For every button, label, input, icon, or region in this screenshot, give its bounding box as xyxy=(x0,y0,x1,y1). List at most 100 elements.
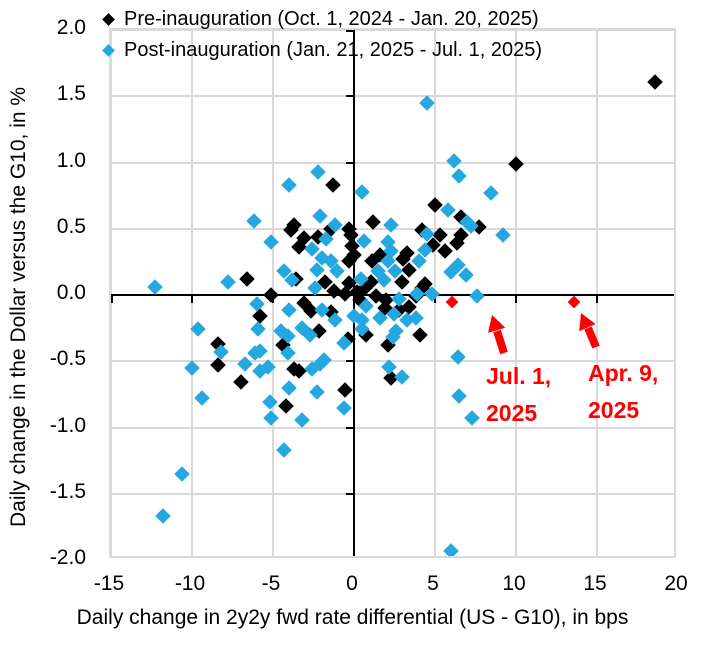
y-tick-label: 1.0 xyxy=(56,148,86,172)
data-point xyxy=(252,308,268,324)
highlighted-data-point xyxy=(445,295,459,308)
y-axis-tick xyxy=(346,556,353,558)
x-tick-label: 20 xyxy=(664,572,688,595)
x-axis-tick xyxy=(596,296,598,303)
legend-label: Pre-inauguration (Oct. 1, 2024 - Jan. 20… xyxy=(124,8,539,30)
y-axis-tick xyxy=(346,360,353,363)
x-tick-label: 10 xyxy=(502,572,526,595)
data-point xyxy=(281,177,297,193)
data-point xyxy=(146,279,163,295)
x-tick-label: -5 xyxy=(261,572,281,595)
data-point xyxy=(155,508,171,525)
data-point xyxy=(193,390,210,407)
data-point xyxy=(310,163,327,180)
horizontal-gridline xyxy=(111,492,674,495)
x-tick-label: -10 xyxy=(174,572,206,595)
y-axis-tick xyxy=(346,95,353,98)
data-point xyxy=(245,213,262,229)
data-point xyxy=(190,321,207,338)
data-point xyxy=(232,374,249,391)
data-point xyxy=(449,349,466,366)
x-axis-line xyxy=(111,294,674,296)
data-point xyxy=(354,183,370,200)
data-point xyxy=(308,383,325,400)
y-axis-tick xyxy=(346,30,353,32)
data-point xyxy=(469,288,485,305)
horizontal-gridline xyxy=(111,161,674,164)
plot-area xyxy=(109,28,676,558)
annotation-line: 2025 xyxy=(486,400,538,426)
data-point xyxy=(184,360,200,376)
y-tick-label: 1.5 xyxy=(56,82,86,106)
x-tick-label: -15 xyxy=(93,572,125,595)
x-tick-label: 15 xyxy=(583,572,607,595)
annotation-line: Jul. 1, xyxy=(486,363,552,389)
data-point xyxy=(281,379,297,396)
data-point xyxy=(508,156,524,172)
data-point xyxy=(647,73,664,90)
vertical-gridline xyxy=(111,30,112,556)
annotation-line: Apr. 9, xyxy=(588,360,659,386)
x-axis-tick xyxy=(674,296,676,303)
data-point xyxy=(383,216,400,233)
data-point xyxy=(412,326,429,343)
y-axis-title: Daily change in the Dollar versus the G1… xyxy=(7,86,30,527)
data-point xyxy=(450,387,467,404)
data-point xyxy=(325,177,341,193)
x-axis-tick xyxy=(191,296,193,303)
y-axis-tick xyxy=(346,492,353,495)
x-axis-tick xyxy=(434,296,436,303)
horizontal-gridline xyxy=(111,30,674,31)
data-point xyxy=(394,369,410,385)
horizontal-gridline xyxy=(111,95,674,98)
horizontal-gridline xyxy=(111,426,674,429)
data-point xyxy=(239,271,255,287)
highlighted-data-point xyxy=(567,295,581,308)
vertical-gridline xyxy=(596,30,598,556)
data-point xyxy=(419,95,435,111)
y-tick-label: 0.5 xyxy=(56,214,86,238)
x-axis-tick xyxy=(111,296,113,303)
y-tick-label: -0.5 xyxy=(49,347,86,371)
y-tick-label: 2.0 xyxy=(56,16,86,39)
data-point xyxy=(263,287,280,303)
data-point xyxy=(174,466,191,482)
data-point xyxy=(261,394,278,411)
y-axis-tick xyxy=(346,161,353,164)
horizontal-gridline xyxy=(111,360,674,363)
annotation-apr-9-2025: Apr. 9, 2025 xyxy=(588,355,658,429)
data-point xyxy=(294,411,310,428)
annotation-jul-1-2025: Jul. 1, 2025 xyxy=(486,358,551,432)
data-point xyxy=(446,153,463,169)
data-point xyxy=(263,410,280,426)
x-axis-tick xyxy=(515,296,517,303)
data-point xyxy=(495,227,511,244)
data-point xyxy=(336,399,353,416)
data-point xyxy=(278,398,294,415)
y-tick-label: -1.0 xyxy=(49,413,86,437)
data-point xyxy=(483,185,499,201)
pre-inauguration-diamond-icon xyxy=(102,13,115,26)
data-point xyxy=(281,301,297,318)
data-point xyxy=(263,234,280,250)
data-point xyxy=(250,321,267,338)
data-point xyxy=(336,382,353,399)
data-point xyxy=(237,356,254,372)
y-axis-tick xyxy=(346,426,353,429)
data-point xyxy=(464,410,480,426)
annotation-line: 2025 xyxy=(588,397,640,423)
x-tick-label: 5 xyxy=(427,572,439,595)
data-point xyxy=(276,442,293,458)
data-point xyxy=(219,273,236,290)
y-tick-label: -1.5 xyxy=(49,479,86,503)
vertical-gridline xyxy=(515,30,517,556)
x-tick-label: 0 xyxy=(346,572,358,595)
data-point xyxy=(312,207,328,224)
legend-label: Post-inauguration (Jan. 21, 2025 - Jul. … xyxy=(124,39,543,61)
y-tick-label: -2.0 xyxy=(49,546,86,569)
data-point xyxy=(451,167,468,184)
data-point xyxy=(443,542,459,556)
y-tick-label: 0.0 xyxy=(56,281,86,304)
vertical-gridline xyxy=(191,30,193,556)
